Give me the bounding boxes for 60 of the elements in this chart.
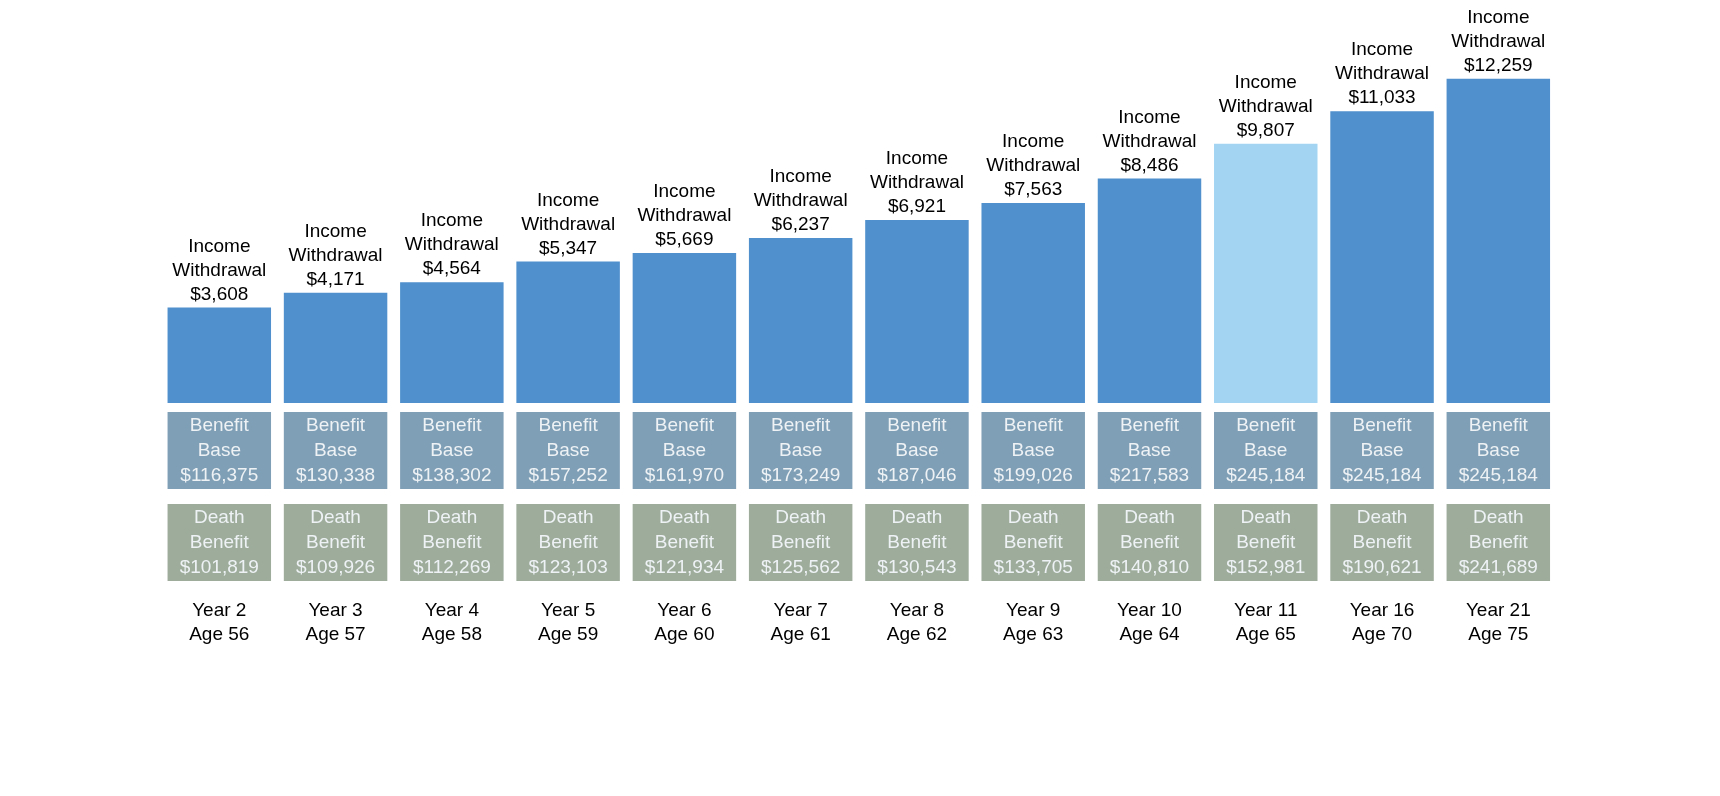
x-tick-label: Year 9 Age 63: [1003, 599, 1064, 644]
x-tick-label: Year 6 Age 60: [654, 599, 715, 644]
text: Death Benefit $109,926: [295, 506, 376, 577]
text: Death Benefit $190,621: [1342, 506, 1422, 577]
x-tick-label: Year 2 Age 56: [189, 599, 250, 644]
x-tick-label: Year 8 Age 62: [886, 599, 948, 644]
text: Death Benefit $133,705: [993, 506, 1073, 577]
data-label: Income Withdrawal $3,608: [172, 234, 267, 304]
data-label: Income Withdrawal $12,259: [1451, 5, 1546, 75]
x-tick-label: Year 7 Age 61: [770, 599, 831, 644]
bar: [167, 307, 272, 403]
text: Death Benefit $140,810: [1109, 506, 1190, 577]
bar: [1097, 178, 1202, 403]
data-label: Income Withdrawal $6,921: [869, 146, 964, 216]
data-label: Income Withdrawal $8,486: [1102, 105, 1197, 175]
x-tick-label: Year 5 Age 59: [538, 599, 599, 644]
bar: [748, 238, 853, 403]
data-label: Income Withdrawal $11,033: [1335, 38, 1430, 108]
bar: [1214, 143, 1318, 403]
text: Benefit Base $130,338: [295, 414, 376, 485]
text: Benefit Base $245,184: [1226, 414, 1306, 485]
data-label: Income Withdrawal $5,669: [637, 180, 732, 250]
x-tick-label: Year 4 Age 58: [421, 599, 482, 644]
text: Death Benefit $152,981: [1226, 506, 1306, 577]
text: Benefit Base $161,970: [644, 414, 725, 485]
text: Benefit Base $138,302: [412, 414, 492, 485]
text: Death Benefit $130,543: [877, 506, 957, 577]
data-label: Income Withdrawal $4,171: [288, 219, 383, 289]
x-tick-label: Year 16 Age 70: [1349, 599, 1415, 644]
text: Death Benefit $121,934: [644, 506, 725, 577]
text: Benefit Base $199,026: [993, 414, 1073, 485]
data-label: Income Withdrawal $9,807: [1218, 70, 1313, 140]
text: Benefit Base $217,583: [1109, 414, 1190, 485]
x-tick-label: Year 3 Age 57: [305, 599, 366, 644]
bar: [400, 282, 504, 403]
text: Death Benefit $241,689: [1458, 506, 1538, 577]
text: Death Benefit $125,562: [761, 506, 841, 577]
text: Benefit Base $173,249: [761, 414, 841, 485]
text: Benefit Base $116,375: [180, 414, 259, 485]
text: Benefit Base $245,184: [1458, 414, 1539, 485]
text: Benefit Base $245,184: [1342, 414, 1423, 485]
data-label: Income Withdrawal $7,563: [986, 130, 1081, 200]
text: Death Benefit $101,819: [179, 506, 259, 577]
data-label: Income Withdrawal $4,564: [404, 209, 499, 279]
text: Benefit Base $157,252: [528, 414, 608, 485]
bar: [1330, 111, 1434, 403]
x-tick-label: Year 10 Age 64: [1117, 599, 1182, 644]
text: Death Benefit $112,269: [412, 506, 491, 577]
bar: [981, 203, 1085, 403]
text: Benefit Base $187,046: [877, 414, 957, 485]
data-label: Income Withdrawal $6,237: [753, 165, 848, 235]
data-label: Income Withdrawal $5,347: [521, 188, 616, 258]
text: Death Benefit $123,103: [528, 506, 608, 577]
bar: [1446, 78, 1551, 403]
x-tick-label: Year 21 Age 75: [1465, 599, 1531, 644]
bar: [516, 261, 620, 403]
x-tick-label: Year 11 Age 65: [1234, 599, 1298, 644]
bar: [283, 292, 388, 403]
bar: [632, 253, 737, 403]
bar: [865, 219, 969, 403]
